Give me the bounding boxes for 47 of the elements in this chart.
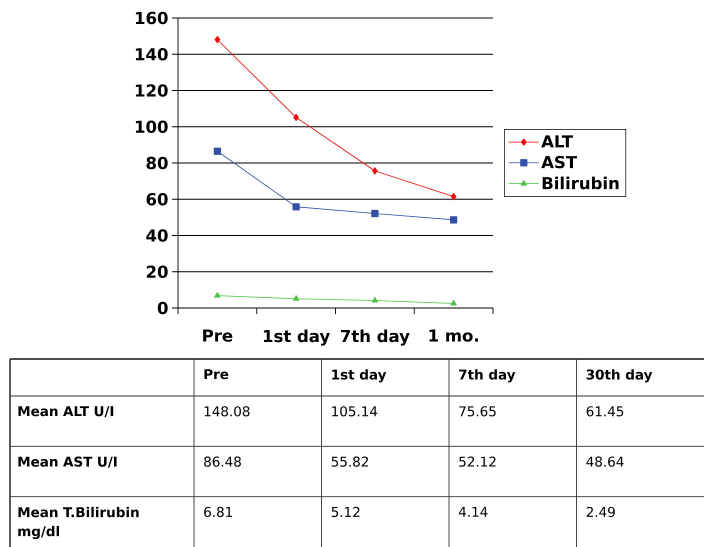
text: 86.48 (204, 456, 241, 467)
y-tick-label: 100 (136, 120, 168, 133)
y-tick-label: 80 (146, 156, 168, 170)
point (371, 210, 378, 218)
point (214, 148, 221, 155)
point (292, 203, 300, 210)
y-tick-label: 120 (136, 84, 168, 97)
y-tick-label: 0 (158, 302, 168, 314)
text: 7th day (459, 369, 516, 382)
text: 61.45 (586, 406, 624, 416)
point (214, 292, 221, 298)
text: 30th day (586, 369, 652, 382)
point (372, 296, 378, 302)
x-tick-label: 1st day (264, 330, 330, 346)
x-tick-label: 1 mo. (429, 330, 478, 342)
point (372, 167, 378, 174)
text: 4.14 (458, 506, 488, 517)
point (293, 114, 299, 122)
y-tick-label: 20 (146, 266, 168, 278)
y-tick-label: 60 (146, 193, 168, 206)
text: 2.49 (586, 506, 615, 518)
point (450, 216, 458, 224)
text: Mean ALT U/I (18, 406, 114, 418)
text: Pre (204, 369, 228, 380)
point (450, 193, 456, 200)
text: 105.14 (332, 406, 378, 416)
y-tick-label: 140 (136, 48, 168, 60)
y-tick-label: 40 (146, 229, 168, 242)
x-tick-label: 7th day (340, 330, 410, 346)
text: 52.12 (459, 456, 496, 467)
text: 6.81 (204, 506, 232, 518)
text: 48.64 (586, 456, 624, 467)
legend-label: AST (541, 156, 577, 168)
text: Mean T.Bilirubin mg/dl (18, 506, 139, 540)
legend-label: Bilirubin (542, 176, 619, 190)
text: 1st day (332, 369, 386, 382)
x-tick-label: Pre (203, 330, 232, 342)
text: Mean AST U/I (18, 456, 117, 468)
point (292, 295, 300, 301)
text: 75.65 (459, 406, 496, 416)
text: 5.12 (332, 506, 360, 518)
y-tick-label: 160 (136, 12, 168, 24)
text: 148.08 (204, 406, 250, 416)
point (214, 36, 220, 44)
legend-label: ALT (541, 135, 573, 148)
text: 55.82 (332, 456, 368, 467)
point (450, 300, 457, 306)
